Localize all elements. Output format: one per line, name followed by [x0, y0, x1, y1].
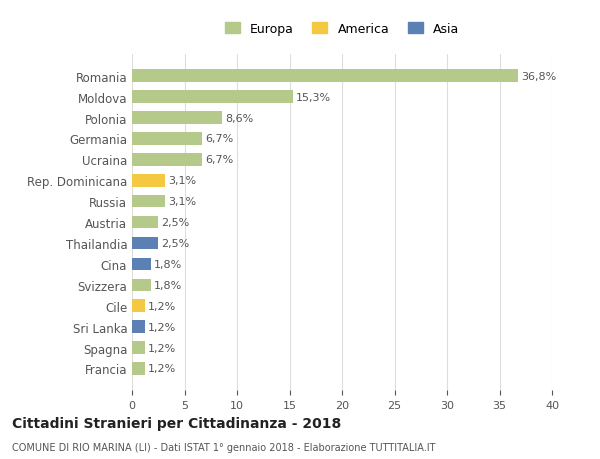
- Text: 2,5%: 2,5%: [161, 239, 190, 248]
- Bar: [132, 112, 223, 124]
- Text: 2,5%: 2,5%: [161, 218, 190, 228]
- Text: 3,1%: 3,1%: [168, 176, 196, 186]
- Text: 1,8%: 1,8%: [154, 259, 182, 269]
- Bar: [132, 363, 145, 375]
- Text: 8,6%: 8,6%: [226, 113, 254, 123]
- Text: 6,7%: 6,7%: [205, 155, 234, 165]
- Text: 3,1%: 3,1%: [168, 197, 196, 207]
- Legend: Europa, America, Asia: Europa, America, Asia: [220, 18, 464, 41]
- Bar: [132, 196, 164, 208]
- Text: COMUNE DI RIO MARINA (LI) - Dati ISTAT 1° gennaio 2018 - Elaborazione TUTTITALIA: COMUNE DI RIO MARINA (LI) - Dati ISTAT 1…: [12, 442, 436, 452]
- Text: 36,8%: 36,8%: [521, 72, 557, 82]
- Text: 6,7%: 6,7%: [205, 134, 234, 144]
- Bar: [132, 321, 145, 333]
- Bar: [132, 91, 293, 104]
- Bar: [132, 341, 145, 354]
- Text: 1,2%: 1,2%: [148, 364, 176, 374]
- Bar: [132, 216, 158, 229]
- Bar: [132, 154, 202, 166]
- Text: 1,2%: 1,2%: [148, 301, 176, 311]
- Text: 1,2%: 1,2%: [148, 322, 176, 332]
- Text: 1,8%: 1,8%: [154, 280, 182, 290]
- Text: Cittadini Stranieri per Cittadinanza - 2018: Cittadini Stranieri per Cittadinanza - 2…: [12, 416, 341, 430]
- Bar: [132, 133, 202, 146]
- Bar: [132, 70, 518, 83]
- Bar: [132, 279, 151, 291]
- Bar: [132, 300, 145, 312]
- Bar: [132, 258, 151, 271]
- Bar: [132, 174, 164, 187]
- Text: 1,2%: 1,2%: [148, 343, 176, 353]
- Text: 15,3%: 15,3%: [296, 92, 331, 102]
- Bar: [132, 237, 158, 250]
